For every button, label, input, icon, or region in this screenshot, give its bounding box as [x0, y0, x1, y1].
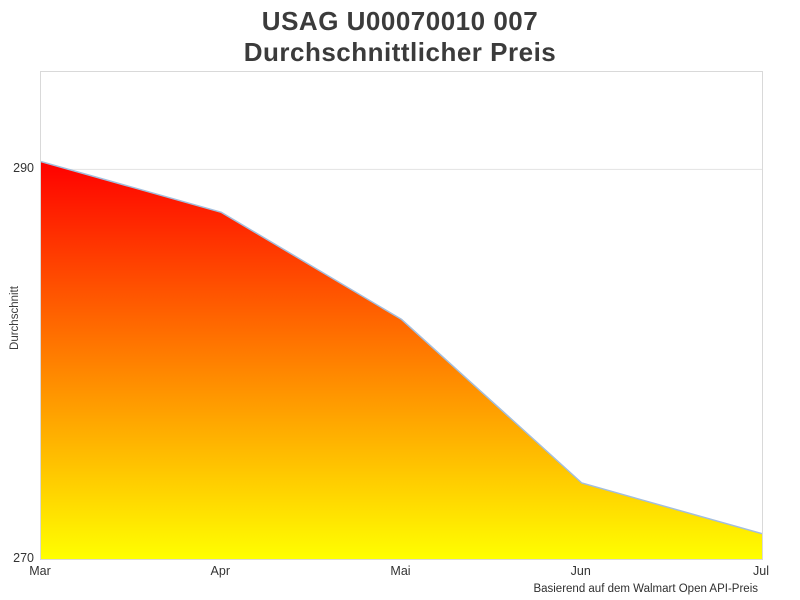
data-line [41, 160, 762, 535]
y-tick-label: 290 [13, 160, 34, 175]
plot-area [40, 71, 763, 560]
source-caption: Basierend auf dem Walmart Open API-Preis [533, 583, 758, 595]
y-axis-ticks: 290 270 [0, 71, 34, 565]
area-fill [41, 161, 762, 559]
x-axis-ticks: Mar Apr Mai Jun Jul [29, 564, 769, 580]
x-tick-label: Jun [570, 564, 591, 578]
chart-title: USAG U00070010 007 Durchschnittlicher Pr… [0, 6, 800, 67]
chart-title-line2: Durchschnittlicher Preis [243, 36, 557, 67]
chart-title-line1: USAG U00070010 007 [261, 6, 539, 36]
area-chart [41, 160, 762, 559]
x-tick-label: Jul [753, 564, 769, 578]
y-tick-label: 270 [13, 550, 34, 565]
x-tick-label: Apr [210, 564, 230, 578]
x-tick-label: Mar [29, 564, 51, 578]
x-tick-label: Mai [390, 564, 411, 578]
